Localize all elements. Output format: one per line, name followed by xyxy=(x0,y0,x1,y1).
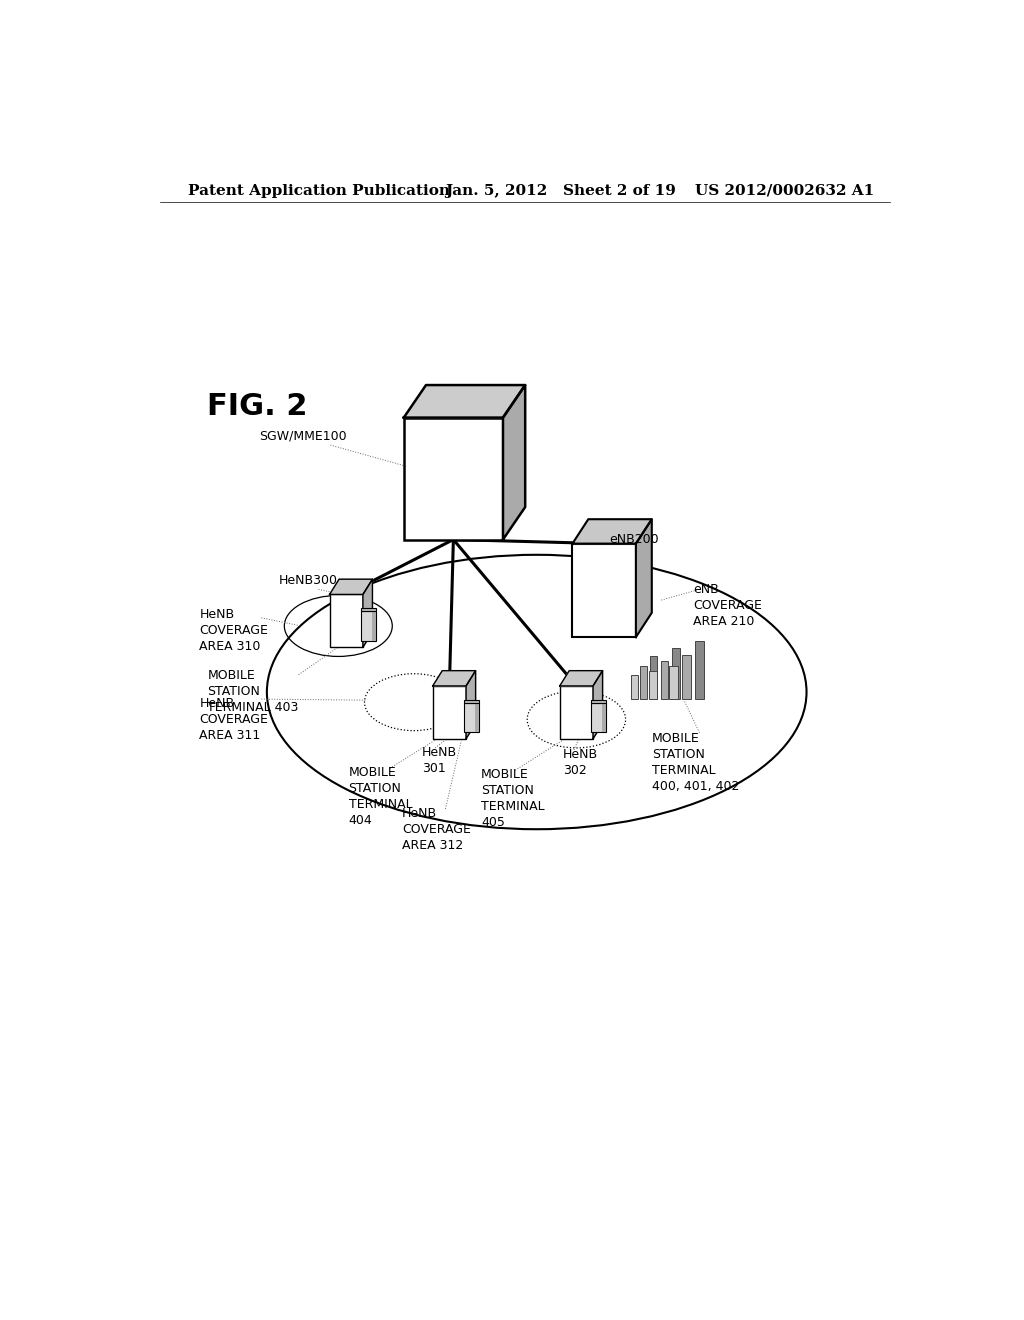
Polygon shape xyxy=(466,671,475,739)
Text: HeNB
COVERAGE
AREA 312: HeNB COVERAGE AREA 312 xyxy=(401,807,471,851)
Polygon shape xyxy=(593,671,602,739)
Bar xyxy=(592,700,606,702)
Bar xyxy=(465,700,479,702)
Bar xyxy=(602,702,606,733)
Bar xyxy=(372,611,376,640)
Text: US 2012/0002632 A1: US 2012/0002632 A1 xyxy=(695,183,874,198)
Text: eNB
COVERAGE
AREA 210: eNB COVERAGE AREA 210 xyxy=(693,583,762,628)
Polygon shape xyxy=(572,519,652,544)
Text: HeNB
COVERAGE
AREA 310: HeNB COVERAGE AREA 310 xyxy=(200,607,268,652)
Text: Jan. 5, 2012   Sheet 2 of 19: Jan. 5, 2012 Sheet 2 of 19 xyxy=(445,183,676,198)
Text: HeNB
301: HeNB 301 xyxy=(422,746,457,775)
Bar xyxy=(572,544,636,638)
Bar xyxy=(330,594,362,647)
Polygon shape xyxy=(403,385,525,417)
Bar xyxy=(649,671,657,700)
Bar xyxy=(672,648,680,700)
Bar xyxy=(695,640,705,700)
Text: MOBILE
STATION
TERMINAL
400, 401, 402: MOBILE STATION TERMINAL 400, 401, 402 xyxy=(652,731,739,792)
Bar xyxy=(592,702,606,733)
Polygon shape xyxy=(362,579,373,647)
Polygon shape xyxy=(503,385,525,540)
Bar xyxy=(631,675,638,700)
Text: SGW/MME100: SGW/MME100 xyxy=(259,430,346,444)
Text: HeNB
302: HeNB 302 xyxy=(563,748,598,777)
Text: MOBILE
STATION
TERMINAL
404: MOBILE STATION TERMINAL 404 xyxy=(348,766,413,828)
Polygon shape xyxy=(636,519,652,638)
Bar xyxy=(650,656,656,700)
Text: FIG. 2: FIG. 2 xyxy=(207,392,308,421)
Bar xyxy=(682,655,691,700)
Bar xyxy=(433,686,466,739)
Polygon shape xyxy=(560,671,602,686)
Bar xyxy=(361,609,376,611)
Bar xyxy=(475,702,479,733)
Polygon shape xyxy=(433,671,475,686)
Bar xyxy=(465,702,479,733)
Text: MOBILE
STATION
TERMINAL 403: MOBILE STATION TERMINAL 403 xyxy=(207,669,299,714)
Bar xyxy=(403,417,503,540)
Bar xyxy=(361,611,376,640)
Text: HeNB300: HeNB300 xyxy=(279,574,338,587)
Text: Patent Application Publication: Patent Application Publication xyxy=(187,183,450,198)
Text: HeNB
COVERAGE
AREA 311: HeNB COVERAGE AREA 311 xyxy=(200,697,268,742)
Bar xyxy=(640,667,647,700)
Text: eNB200: eNB200 xyxy=(609,533,658,545)
Text: MOBILE
STATION
TERMINAL
405: MOBILE STATION TERMINAL 405 xyxy=(481,768,545,829)
Bar xyxy=(560,686,593,739)
Bar xyxy=(670,667,679,700)
Bar xyxy=(660,660,669,700)
Polygon shape xyxy=(330,579,373,594)
